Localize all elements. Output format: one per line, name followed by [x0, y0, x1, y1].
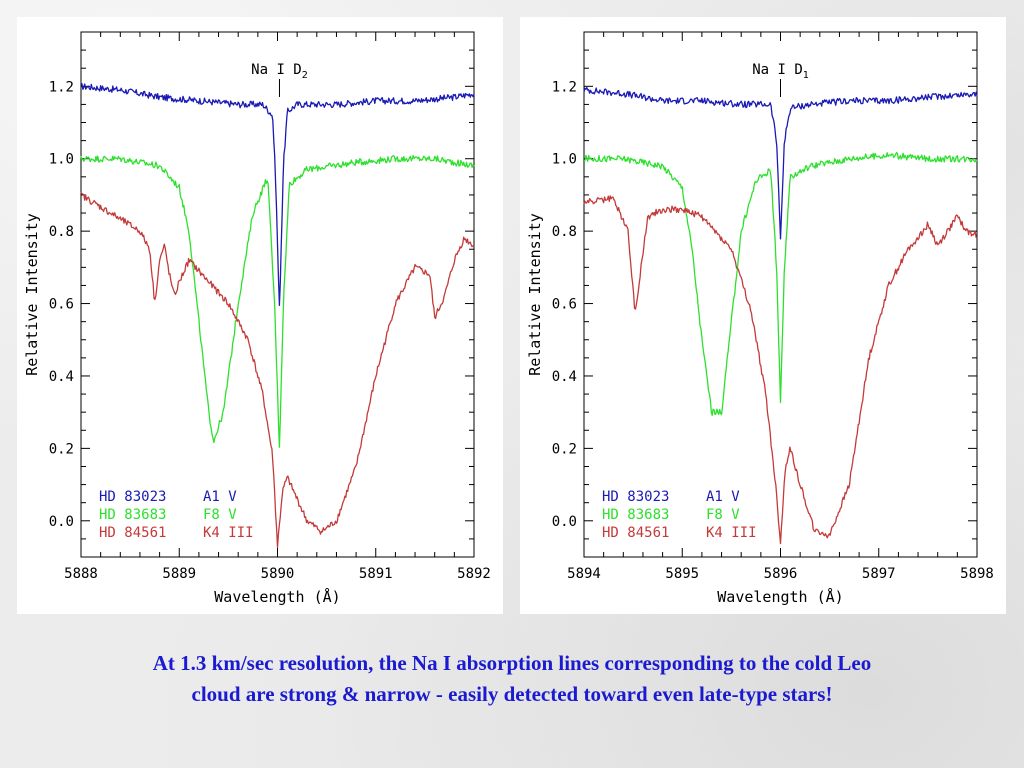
legend-name: HD 83023 — [99, 489, 166, 505]
y-tick-label: 0.2 — [49, 441, 74, 457]
x-tick-label: 5892 — [457, 566, 491, 582]
caption-line-1: At 1.3 km/sec resolution, the Na I absor… — [152, 651, 872, 675]
x-axis-label: Wavelength (Å) — [717, 587, 843, 606]
series-line-hd-84561 — [583, 195, 977, 545]
caption-line-2: cloud are strong & narrow - easily detec… — [191, 682, 833, 706]
y-tick-label: 1.0 — [49, 152, 74, 168]
series-line-hd-84561 — [80, 191, 475, 549]
y-tick-label: 0.8 — [49, 224, 74, 240]
x-tick-label: 5891 — [359, 566, 393, 582]
y-tick-label: 1.2 — [552, 79, 577, 95]
y-tick-label: 0.4 — [49, 369, 74, 385]
y-tick-label: 0.6 — [552, 297, 577, 313]
na-line-label: Na I D2 — [251, 62, 308, 81]
x-tick-label: 5898 — [960, 566, 994, 582]
na-line-label-sub: 1 — [803, 70, 809, 81]
spectrum-chart-d1: 5894 5895 5896 5897 5898 0.0 0.2 0.4 0.6 0.8 1.0 1.… — [526, 31, 994, 606]
x-tick-label: 5897 — [862, 566, 896, 582]
legend-sptype: K4 III — [706, 525, 757, 541]
spectrum-panel-d1: 5894 5895 5896 5897 5898 0.0 0.2 0.4 0.6 0.8 1.0 1.… — [520, 17, 1006, 614]
x-tick-label: 5896 — [764, 566, 798, 582]
x-tick-label: 5888 — [64, 566, 98, 582]
series-line-hd-83683 — [584, 151, 978, 416]
legend-name: HD 84561 — [602, 525, 669, 541]
na-line-label-sub: 2 — [302, 70, 308, 81]
plot-frame — [583, 31, 978, 558]
na-line-label-text: Na I D — [752, 62, 803, 78]
legend-name: HD 83683 — [99, 507, 166, 523]
spectrum-panel-d2: 5888 5889 5890 5891 5892 0.0 0.2 0.4 0.6 0.8 1.0 1.… — [17, 17, 503, 614]
x-axis-label: Wavelength (Å) — [214, 587, 340, 606]
legend-sptype: A1 V — [203, 489, 237, 505]
x-tick-label: 5894 — [567, 566, 601, 582]
y-tick-label: 1.2 — [49, 79, 74, 95]
x-tick-label: 5889 — [162, 566, 196, 582]
y-tick-label: 1.0 — [552, 152, 577, 168]
y-tick-label: 0.4 — [552, 369, 577, 385]
x-tick-label: 5895 — [665, 566, 699, 582]
series-line-hd-83023 — [80, 83, 475, 306]
legend-sptype: K4 III — [203, 525, 254, 541]
spectrum-chart-d2: 5888 5889 5890 5891 5892 0.0 0.2 0.4 0.6 0.8 1.0 1.… — [23, 31, 491, 606]
legend-sptype: A1 V — [706, 489, 740, 505]
slide-caption: At 1.3 km/sec resolution, the Na I absor… — [40, 648, 984, 710]
na-line-label-text: Na I D — [251, 62, 302, 78]
legend-name: HD 84561 — [99, 525, 166, 541]
legend-sptype: F8 V — [203, 507, 237, 523]
series-line-hd-83023 — [583, 86, 978, 240]
legend-name: HD 83683 — [602, 507, 669, 523]
y-tick-label: 0.8 — [552, 224, 577, 240]
legend-sptype: F8 V — [706, 507, 740, 523]
legend-name: HD 83023 — [602, 489, 669, 505]
y-tick-label: 0.6 — [49, 297, 74, 313]
plot-frame — [80, 31, 475, 558]
x-tick-label: 5890 — [261, 566, 295, 582]
y-tick-label: 0.2 — [552, 441, 577, 457]
y-tick-label: 0.0 — [552, 514, 577, 530]
na-line-label: Na I D1 — [752, 62, 809, 81]
series-line-hd-83683 — [80, 155, 475, 448]
y-axis-label: Relative Intensity — [23, 213, 41, 376]
y-tick-label: 0.0 — [49, 514, 74, 530]
y-axis-label: Relative Intensity — [526, 213, 544, 376]
